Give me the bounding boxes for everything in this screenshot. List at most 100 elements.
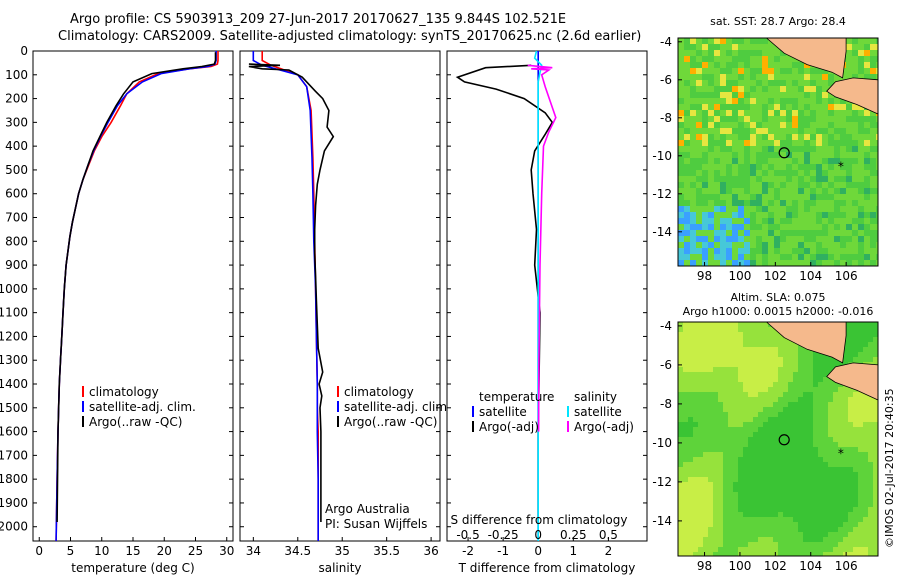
map-cell <box>690 140 696 146</box>
map-cell <box>768 128 774 134</box>
map-cell <box>853 397 858 402</box>
map-cell <box>864 242 870 248</box>
map-cell <box>778 372 783 377</box>
map-cell <box>873 492 878 497</box>
map-cell <box>840 206 846 212</box>
map-cell <box>846 224 852 230</box>
map-cell <box>823 442 828 447</box>
map-cell <box>774 62 780 68</box>
map-cell <box>808 372 813 377</box>
map-cell <box>858 44 864 50</box>
map-cell <box>763 507 768 512</box>
map-cell <box>753 452 758 457</box>
map-cell <box>762 218 768 224</box>
map-cell <box>823 517 828 522</box>
map-cell <box>678 387 683 392</box>
map-cell <box>763 452 768 457</box>
map-cell <box>750 170 756 176</box>
map-cell <box>868 342 873 347</box>
map-cell <box>718 372 723 377</box>
map-cell <box>690 188 696 194</box>
map-cell <box>798 517 803 522</box>
map-cell <box>863 357 868 362</box>
map-cell <box>733 532 738 537</box>
map-cell <box>683 352 688 357</box>
map-cell <box>714 236 720 242</box>
map-cell <box>720 260 726 266</box>
map-cell <box>846 62 852 68</box>
map-cell <box>783 452 788 457</box>
map-cell <box>868 432 873 437</box>
map-cell <box>713 397 718 402</box>
map-cell <box>792 200 798 206</box>
map-cell <box>743 322 748 327</box>
map-cell <box>744 188 750 194</box>
map-cell <box>768 182 774 188</box>
map-cell <box>846 158 852 164</box>
map-cell <box>786 62 792 68</box>
map-cell <box>863 437 868 442</box>
map-cell <box>863 422 868 427</box>
map-cell <box>780 224 786 230</box>
map-cell <box>788 477 793 482</box>
map-cell <box>778 432 783 437</box>
map-frame <box>677 321 879 557</box>
map-cell <box>753 417 758 422</box>
map-cell <box>808 397 813 402</box>
map-cell <box>773 457 778 462</box>
map-cell <box>863 337 868 342</box>
land-mass <box>678 321 847 364</box>
map-cell <box>714 206 720 212</box>
map-cell <box>698 402 703 407</box>
map-cell <box>778 412 783 417</box>
map-cell <box>876 170 878 176</box>
map-cell <box>696 110 702 116</box>
map-cell <box>738 477 743 482</box>
map-cell <box>818 447 823 452</box>
map-cell <box>678 332 683 337</box>
map-cell <box>732 182 738 188</box>
map-cell <box>798 437 803 442</box>
map-cell <box>678 50 684 56</box>
map-cell <box>783 367 788 372</box>
map-cell <box>750 242 756 248</box>
map-cell <box>823 362 828 367</box>
map-cell <box>758 472 763 477</box>
map-cell <box>732 206 738 212</box>
map-cell <box>783 532 788 537</box>
top-tick-label: -0.5 <box>456 528 479 542</box>
map-cell <box>720 170 726 176</box>
map-cell <box>852 188 858 194</box>
map-cell <box>828 158 834 164</box>
map-cell <box>876 62 878 68</box>
map-cell <box>703 372 708 377</box>
map-cell <box>786 86 792 92</box>
map-cell <box>688 412 693 417</box>
map-cell <box>726 260 732 266</box>
x-tick-label: 30 <box>219 544 234 558</box>
map-cell <box>783 542 788 547</box>
map-cell <box>720 236 726 242</box>
map-cell <box>713 537 718 542</box>
map-cell <box>792 254 798 260</box>
map-cell <box>713 372 718 377</box>
map-cell <box>786 182 792 188</box>
map-cell <box>748 512 753 517</box>
map-cell <box>763 477 768 482</box>
imos-watermark: ©IMOS 02-Jul-2017 20:40:35 <box>883 388 896 548</box>
map-cell <box>720 164 726 170</box>
map-cell <box>768 164 774 170</box>
map-cell <box>748 412 753 417</box>
map-cell <box>773 372 778 377</box>
map-cell <box>678 116 684 122</box>
map-cell <box>868 357 873 362</box>
map-cell <box>720 248 726 254</box>
map-cell <box>743 532 748 537</box>
map-cell <box>778 382 783 387</box>
sst-map-panel: 98 100 102 104 106-4-6-8-10-12-14*sat. SST: … <box>652 15 879 283</box>
map-cell <box>803 367 808 372</box>
map-cell <box>823 377 828 382</box>
map-cell <box>810 140 816 146</box>
map-cell <box>723 497 728 502</box>
map-cell <box>838 402 843 407</box>
